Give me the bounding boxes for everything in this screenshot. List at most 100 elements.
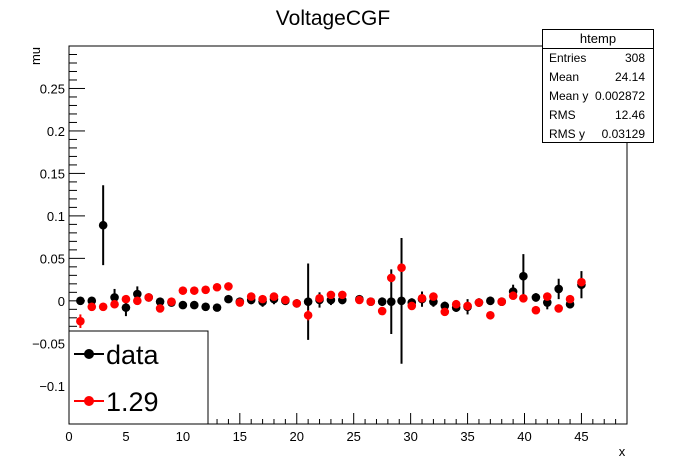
stats-row-mean-y: Mean y 0.002872 — [543, 87, 653, 106]
stats-value: 0.002872 — [594, 89, 645, 103]
data-point — [377, 297, 387, 306]
chart-title: VoltageCGF — [276, 7, 390, 30]
y-tick-label: 0.25 — [40, 81, 65, 96]
data-point — [440, 301, 450, 311]
data-point — [386, 273, 396, 283]
data-point — [98, 220, 108, 230]
data-point — [292, 299, 302, 308]
series-1-29 — [76, 263, 586, 329]
data-point — [486, 310, 495, 320]
x-tick-label: 20 — [290, 429, 304, 444]
data-point — [178, 300, 188, 310]
stats-label: RMS — [549, 108, 576, 122]
data-point — [519, 293, 528, 303]
stats-value: 308 — [624, 51, 645, 65]
stats-label: Mean y — [549, 89, 589, 103]
y-tick-label: 0.15 — [40, 166, 65, 181]
data-point — [212, 303, 222, 312]
data-point — [133, 289, 142, 299]
stats-label: Entries — [549, 51, 587, 65]
legend-label-data: data — [106, 340, 160, 370]
data-point — [397, 263, 406, 273]
y-tick-label: 0 — [58, 294, 65, 309]
stats-row-rms: RMS 12.46 — [543, 106, 653, 125]
data-point — [338, 290, 347, 300]
stats-row-mean: Mean 24.14 — [543, 68, 653, 87]
data-point — [246, 292, 256, 301]
data-point — [189, 286, 199, 295]
data-point — [87, 302, 97, 312]
data-point — [377, 306, 387, 316]
data-point — [201, 302, 210, 312]
y-tick-label: −0.1 — [39, 379, 65, 394]
legend-label-1-29: 1.29 — [106, 387, 159, 417]
x-axis-label: x — [619, 444, 626, 459]
stats-row-rms-y: RMS y 0.03129 — [543, 125, 653, 144]
x-tick-label: 5 — [122, 429, 129, 444]
data-point — [451, 299, 461, 309]
data-point — [440, 307, 450, 317]
x-tick-label: 40 — [517, 429, 531, 444]
x-tick-label: 45 — [574, 429, 588, 444]
data-point — [87, 296, 97, 306]
data-point — [98, 302, 108, 312]
data-point — [121, 303, 131, 312]
y-tick-label: 0.1 — [47, 209, 65, 224]
data-point — [531, 305, 541, 315]
data-point — [474, 298, 484, 307]
data-point — [178, 286, 188, 295]
data-point — [407, 301, 417, 311]
data-point — [76, 316, 85, 326]
stats-row-entries: Entries 308 — [543, 49, 653, 68]
data-point — [189, 300, 199, 310]
data-point — [121, 294, 131, 304]
y-tick-label: 0.05 — [40, 251, 65, 266]
data-point — [508, 291, 518, 301]
data-point — [565, 294, 575, 304]
data-point — [224, 282, 233, 291]
data-point — [355, 295, 364, 305]
data-point — [110, 293, 119, 302]
x-tick-label: 15 — [233, 429, 247, 444]
x-tick-label: 25 — [346, 429, 360, 444]
data-point — [155, 297, 165, 306]
legend-marker-data — [84, 349, 94, 359]
x-tick-label: 35 — [460, 429, 474, 444]
stats-box: htemp Entries 308 Mean 24.14 Mean y 0.00… — [542, 29, 654, 143]
stats-label: RMS y — [549, 127, 585, 141]
stats-value: 24.14 — [614, 70, 645, 84]
data-point — [486, 296, 495, 306]
data-point — [269, 292, 279, 301]
data-point — [315, 293, 324, 303]
data-point — [429, 292, 438, 301]
stats-value: 12.46 — [614, 108, 645, 122]
data-point — [531, 293, 541, 302]
stats-label: Mean — [549, 70, 580, 84]
x-tick-label: 0 — [65, 429, 72, 444]
legend-marker-1-29 — [84, 396, 94, 406]
y-tick-label: 0.2 — [47, 124, 65, 139]
data-point — [155, 304, 165, 313]
data-point — [577, 277, 586, 287]
data-point — [397, 296, 406, 306]
y-axis-label: mu — [28, 47, 43, 65]
data-point — [554, 284, 563, 294]
data-point — [144, 293, 154, 302]
data-point — [224, 294, 233, 304]
data-point — [463, 301, 472, 311]
data-point — [386, 297, 396, 306]
data-point — [133, 296, 142, 306]
data-point — [167, 297, 176, 306]
data-point — [76, 296, 85, 306]
y-tick-label: −0.05 — [32, 336, 65, 351]
data-point — [303, 297, 313, 306]
x-tick-label: 30 — [403, 429, 417, 444]
data-point — [281, 295, 290, 305]
plot-frame — [68, 45, 628, 425]
data-point — [497, 297, 507, 306]
data-point — [212, 282, 222, 292]
data-point — [519, 271, 528, 281]
stats-value: 0.03129 — [601, 127, 645, 141]
data-point — [235, 298, 245, 307]
